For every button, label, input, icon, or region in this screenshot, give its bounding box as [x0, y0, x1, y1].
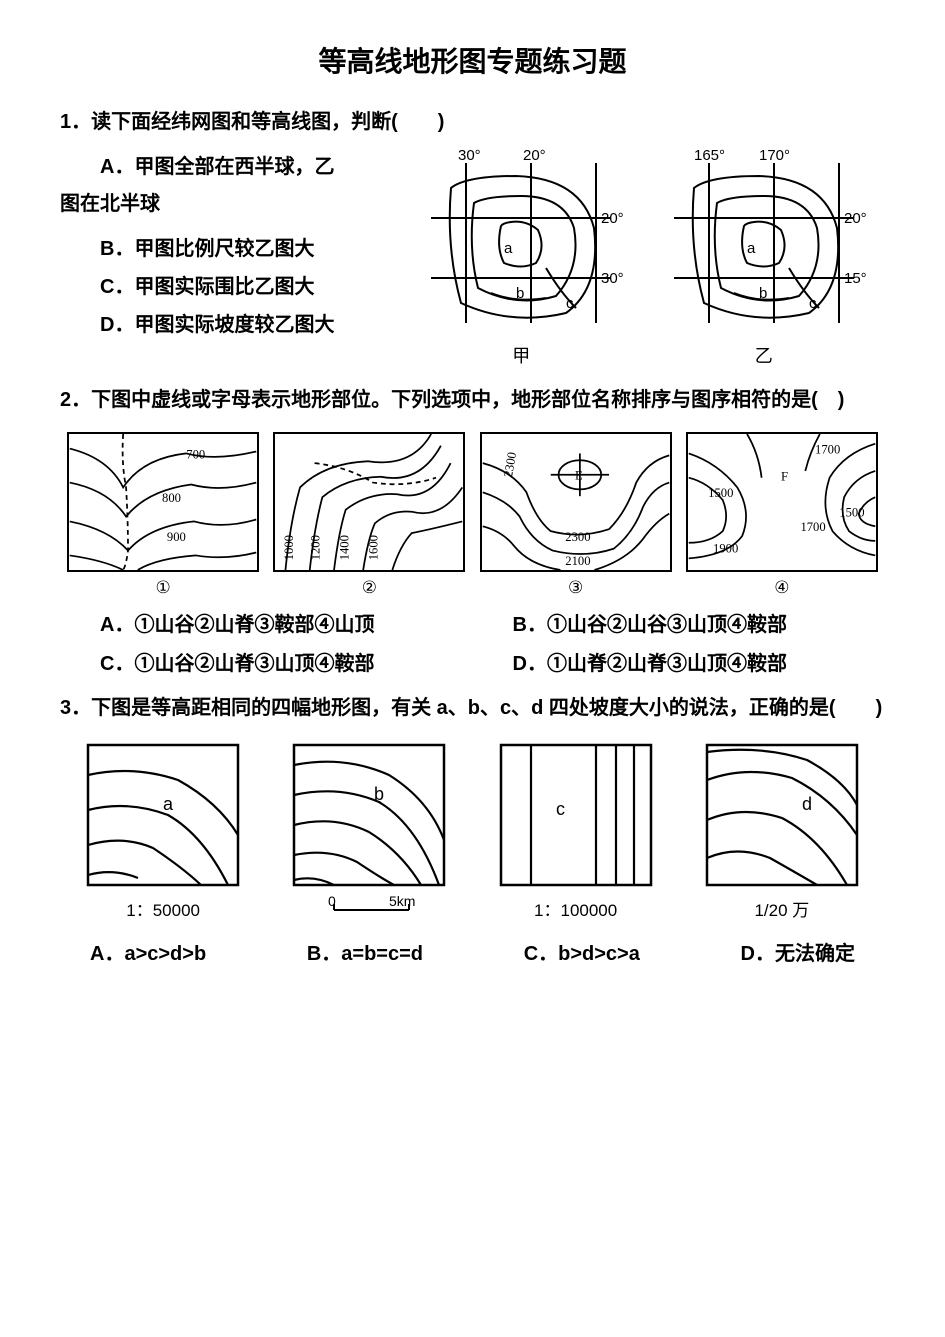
q2-fig1-v3: 900	[167, 530, 186, 544]
q1-map2-caption: 乙	[659, 342, 869, 368]
q2-fig4-v4: 1900	[713, 542, 738, 556]
q2-fig3: 2300 2300 2100 E ③	[480, 432, 672, 598]
q1-map2-c: c	[809, 295, 817, 312]
q2-fig3-v1: 2300	[501, 451, 519, 478]
q1-map1-caption: 甲	[416, 342, 626, 368]
q3-c-scale: 1：100000	[496, 896, 656, 921]
q2-option-d: D．①山脊②山脊③山顶④鞍部	[473, 647, 886, 676]
q1-map2-lat1: 20°	[844, 210, 867, 227]
q1-map2-a: a	[747, 240, 756, 257]
q2-fig2: 1000 1200 1400 1600 ②	[273, 432, 465, 598]
q2-fig3-v3: 2100	[565, 554, 590, 568]
q2-fig4-v2: 1500	[708, 486, 733, 500]
q1-map1-lon2: 20°	[523, 148, 546, 164]
q2-fig1: 700 800 900 ①	[67, 432, 259, 598]
svg-text:5km: 5km	[389, 896, 415, 909]
q2-fig4-F: F	[781, 470, 788, 484]
q1-map1-c: c	[566, 295, 574, 312]
q1-map1-lat1: 20°	[601, 210, 624, 227]
question-1: 1．读下面经纬网图和等高线图，判断( ) A．甲图全部在西半球，乙 图在北半球 …	[60, 104, 885, 368]
q2-fig4-v3: 1700	[800, 520, 825, 534]
svg-text:0: 0	[328, 896, 336, 909]
q3-option-d: D．无法确定	[741, 937, 855, 966]
question-2: 2．下图中虚线或字母表示地形部位。下列选项中，地形部位名称排序与图序相符的是( …	[60, 382, 885, 676]
q1-map-yi: 165° 170° 20° 15° a b c 乙	[659, 148, 869, 368]
q3-d-scale: 1/20 万	[702, 896, 862, 921]
q3-b-label: b	[374, 784, 384, 804]
q2-option-c: C．①山谷②山脊③山顶④鞍部	[60, 647, 473, 676]
q3-option-b: B．a=b=c=d	[307, 937, 423, 966]
q2-fig4: 1700 1500 1700 1900 1500 F ④	[686, 432, 878, 598]
q1-map2-lon2: 170°	[759, 148, 790, 164]
q2-fig4-v5: 1500	[839, 506, 864, 520]
q3-fig-c: c 1：100000	[496, 740, 656, 921]
q1-map2-lon1: 165°	[694, 148, 725, 164]
q2-fig2-num: ②	[273, 578, 465, 598]
q2-fig2-v2: 1200	[309, 535, 323, 560]
q1-option-b: B．甲图比例尺较乙图大	[60, 230, 400, 268]
q2-fig2-v1: 1000	[283, 535, 297, 560]
q2-fig3-num: ③	[480, 578, 672, 598]
q1-map1-lon1: 30°	[458, 148, 481, 164]
q3-fig-b: b 0 5km	[289, 740, 449, 921]
q1-stem: 1．读下面经纬网图和等高线图，判断( )	[60, 104, 885, 140]
q1-option-c: C．甲图实际围比乙图大	[60, 268, 400, 306]
page-title: 等高线地形图专题练习题	[60, 40, 885, 80]
q1-map2-b: b	[759, 285, 767, 302]
question-3: 3．下图是等高距相同的四幅地形图，有关 a、b、c、d 四处坡度大小的说法，正确…	[60, 690, 885, 966]
q3-d-label: d	[802, 794, 812, 814]
q2-fig4-num: ④	[686, 578, 878, 598]
q3-option-a: A．a>c>d>b	[90, 937, 206, 966]
q2-option-b: B．①山谷②山谷③山顶④鞍部	[473, 608, 886, 637]
q3-a-scale: 1：50000	[83, 896, 243, 921]
q2-stem: 2．下图中虚线或字母表示地形部位。下列选项中，地形部位名称排序与图序相符的是( …	[60, 382, 885, 418]
q2-option-a: A．①山谷②山脊③鞍部④山顶	[60, 608, 473, 637]
q2-fig1-num: ①	[67, 578, 259, 598]
q3-a-label: a	[163, 794, 174, 814]
q2-fig1-v1: 700	[186, 447, 205, 461]
q3-fig-a: a 1：50000	[83, 740, 243, 921]
q2-fig2-v3: 1400	[338, 535, 352, 560]
q1-map1-lat2: 30°	[601, 270, 624, 287]
q2-fig1-v2: 800	[162, 491, 181, 505]
q1-option-d: D．甲图实际坡度较乙图大	[60, 306, 400, 344]
q1-map-jia: 30° 20° 20° 30° a b c 甲	[416, 148, 626, 368]
q3-b-scale: 0 5km	[289, 896, 449, 918]
q2-fig2-v4: 1600	[367, 535, 381, 560]
q2-fig3-E: E	[575, 469, 583, 483]
q1-option-a-line1: A．甲图全部在西半球，乙	[60, 148, 400, 186]
q3-option-c: C．b>d>c>a	[524, 937, 640, 966]
q1-map1-a: a	[504, 240, 513, 257]
q1-map1-b: b	[516, 285, 524, 302]
q3-c-label: c	[556, 799, 565, 819]
q3-stem: 3．下图是等高距相同的四幅地形图，有关 a、b、c、d 四处坡度大小的说法，正确…	[60, 690, 885, 726]
q1-map2-lat2: 15°	[844, 270, 867, 287]
q2-fig3-v2: 2300	[565, 530, 590, 544]
q3-fig-d: d 1/20 万	[702, 740, 862, 921]
q2-fig4-v1: 1700	[815, 442, 840, 456]
q1-option-a-line2: 图在北半球	[60, 186, 400, 222]
